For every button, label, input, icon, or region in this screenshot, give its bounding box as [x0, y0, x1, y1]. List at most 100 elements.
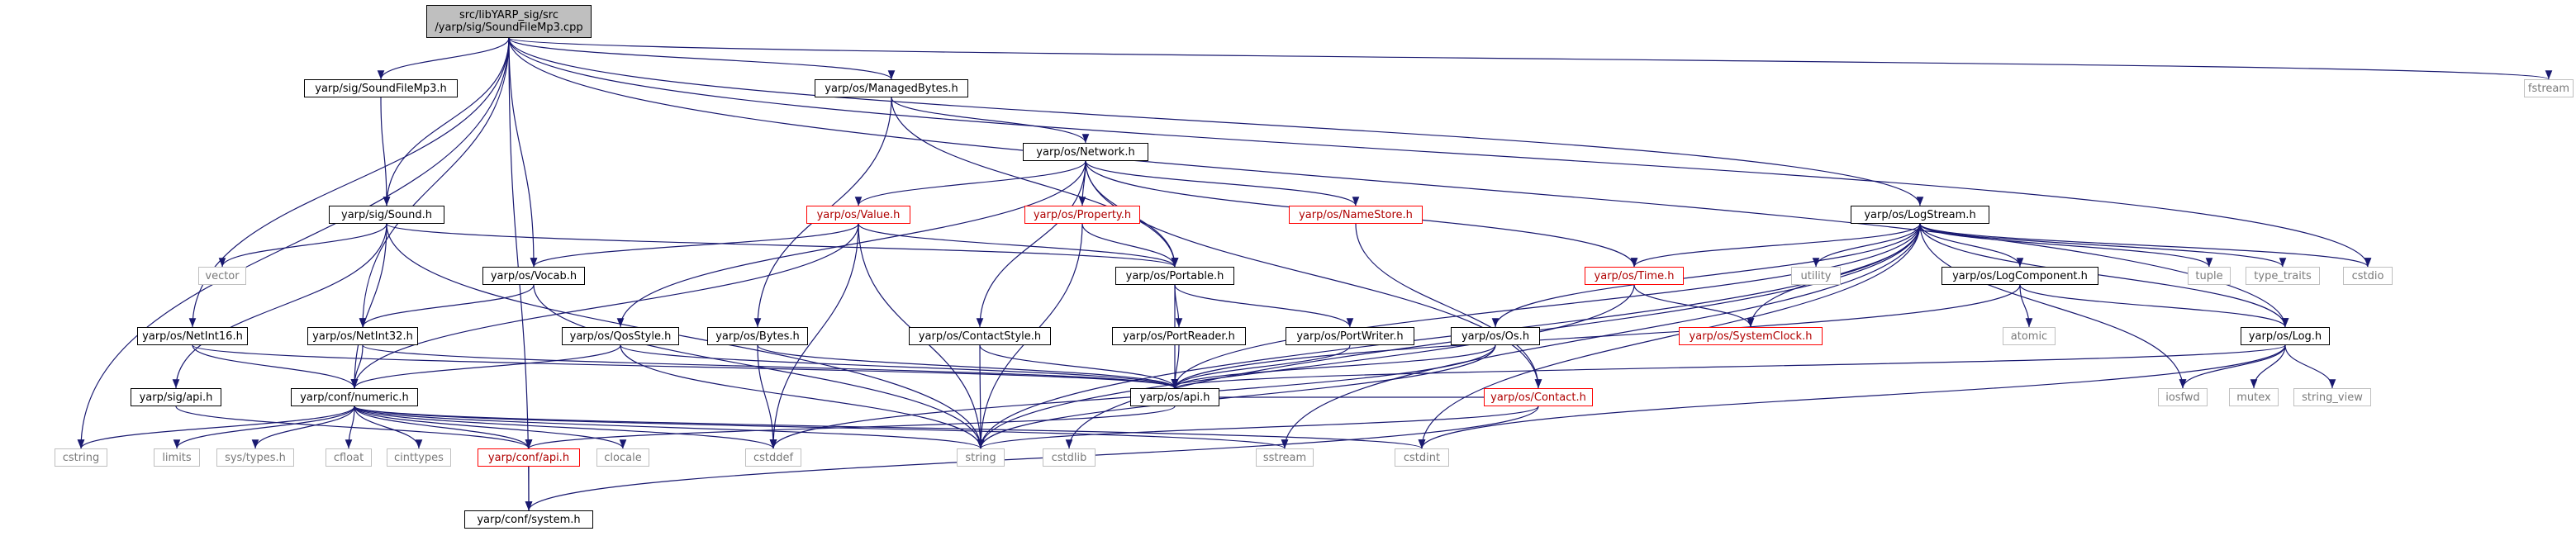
node-os-qosstyle-h[interactable]: yarp/os/QosStyle.h — [562, 327, 679, 345]
node-os-property-h[interactable]: yarp/os/Property.h — [1024, 206, 1140, 224]
edge-conf_numeric_h-to-string — [354, 406, 984, 449]
node-clocale: clocale — [596, 448, 649, 467]
root-file-line1: src/libYARP_sig/src — [459, 9, 559, 21]
edge-os_ManagedBytes_h-to-os_Portable_h — [891, 97, 1179, 268]
edge-os_Network_h-to-os_NameStore_h — [1085, 160, 1360, 206]
node-sig-sound-h[interactable]: yarp/sig/Sound.h — [329, 206, 444, 224]
edge-os_ContactStyle_h-to-os_api_h — [979, 344, 1179, 389]
node-os-systemclock-h[interactable]: yarp/os/SystemClock.h — [1679, 327, 1823, 345]
node-sstream: sstream — [1256, 448, 1314, 467]
node-os-portreader-h[interactable]: yarp/os/PortReader.h — [1112, 327, 1246, 345]
node-os-portwriter-h[interactable]: yarp/os/PortWriter.h — [1286, 327, 1414, 345]
node-os-netint32-h[interactable]: yarp/os/NetInt32.h — [307, 327, 418, 345]
edge-os_Network_h-to-os_QosStyle_h — [616, 160, 1086, 328]
edge-root-to-os_ManagedBytes_h — [508, 37, 896, 80]
edge-os_Property_h-to-os_Portable_h — [1081, 223, 1179, 268]
node-conf-numeric-h[interactable]: yarp/conf/numeric.h — [291, 388, 418, 406]
edge-os_Log_h-to-os_api_h — [1172, 344, 2286, 389]
node-fstream: fstream — [2524, 79, 2574, 97]
edge-conf_numeric_h-to-cstring — [77, 406, 355, 449]
edge-os_LogStream_h-to-os_Time_h — [1630, 223, 1921, 268]
edge-root-to-sig_Sound_h — [383, 37, 510, 206]
edge-os_LogComponent_h-to-os_Log_h — [2019, 284, 2289, 328]
edge-os_Time_h-to-string — [977, 284, 1635, 449]
node-sig-soundfilemp3-h[interactable]: yarp/sig/SoundFileMp3.h — [304, 79, 458, 97]
node-cinttypes: cinttypes — [387, 448, 451, 467]
edge-root-to-os_Vocab_h — [508, 37, 538, 268]
node-os-managedbytes-h[interactable]: yarp/os/ManagedBytes.h — [815, 79, 968, 97]
node-os-network-h[interactable]: yarp/os/Network.h — [1023, 143, 1148, 161]
node-vector: vector — [198, 267, 246, 285]
edge-os_Os_h-to-os_api_h — [1171, 344, 1496, 389]
node-sig-api-h[interactable]: yarp/sig/api.h — [131, 388, 221, 406]
edge-os_Contact_h-to-conf_system_h — [525, 406, 1539, 511]
edge-os_LogStream_h-to-cstdint — [1418, 223, 1921, 449]
edge-sig_Sound_h-to-os_Portable_h — [386, 223, 1178, 268]
node-os-api-h[interactable]: yarp/os/api.h — [1130, 388, 1219, 406]
node-os-os-h[interactable]: yarp/os/Os.h — [1451, 327, 1540, 345]
edge-root-to-cstdio — [508, 37, 2372, 268]
edge-root-to-fstream — [508, 37, 2552, 80]
edge-os_Log_h-to-iosfwd — [2179, 344, 2286, 389]
node-sys-types-h: sys/types.h — [216, 448, 294, 467]
node-os-value-h[interactable]: yarp/os/Value.h — [806, 206, 910, 224]
edge-conf_numeric_h-to-clocale — [354, 406, 627, 449]
node-string: string — [957, 448, 1005, 467]
edge-os_Log_h-to-mutex — [2250, 344, 2286, 389]
edge-os_Portable_h-to-os_PortWriter_h — [1174, 284, 1354, 328]
edge-conf_numeric_h-to-cinttypes — [354, 406, 423, 449]
edge-conf_numeric_h-to-cfloat — [345, 406, 355, 449]
edge-os_Network_h-to-os_ContactStyle_h — [976, 160, 1086, 328]
node-utility: utility — [1791, 267, 1841, 285]
edge-root-to-sig_SoundFileMp3_h — [377, 37, 510, 80]
edge-os_LogStream_h-to-os_Log_h — [1919, 223, 2289, 328]
edge-conf_numeric_h-to-cstddef — [354, 406, 777, 449]
edge-os_Time_h-to-os_SystemClock_h — [1633, 284, 1755, 328]
node-conf-api-h[interactable]: yarp/conf/api.h — [478, 448, 580, 467]
node-cstddef: cstddef — [745, 448, 801, 467]
edge-os_NetInt16_h-to-os_api_h — [192, 344, 1178, 389]
edge-conf_numeric_h-to-conf_api_h — [354, 406, 533, 449]
node-os-vocab-h[interactable]: yarp/os/Vocab.h — [482, 267, 585, 285]
edge-os_Bytes_h-to-cstddef — [757, 344, 777, 449]
edge-os_LogComponent_h-to-os_api_h — [1171, 284, 2021, 389]
edge-root-to-os_NetInt32_h — [359, 37, 510, 328]
edge-os_QosStyle_h-to-conf_numeric_h — [350, 344, 621, 389]
edge-os_LogStream_h-to-cstdio — [1919, 223, 2372, 268]
edges-layer — [77, 37, 2552, 511]
edge-os_Value_h-to-os_Vocab_h — [530, 223, 859, 268]
edge-os_LogStream_h-to-type_traits — [1919, 223, 2287, 268]
node-cstdio: cstdio — [2343, 267, 2393, 285]
node-os-contactstyle-h[interactable]: yarp/os/ContactStyle.h — [909, 327, 1051, 345]
edge-conf_numeric_h-to-cstdint — [354, 406, 1425, 449]
node-os-netint16-h[interactable]: yarp/os/NetInt16.h — [137, 327, 248, 345]
node-os-time-h[interactable]: yarp/os/Time.h — [1585, 267, 1684, 285]
edge-os_Portable_h-to-os_PortReader_h — [1174, 284, 1183, 328]
node-cfloat: cfloat — [326, 448, 372, 467]
edge-os_QosStyle_h-to-string — [620, 344, 985, 449]
node-conf-system-h[interactable]: yarp/conf/system.h — [464, 510, 593, 529]
node-os-namestore-h[interactable]: yarp/os/NameStore.h — [1289, 206, 1423, 224]
edge-sig_api_h-to-conf_api_h — [175, 406, 533, 449]
edge-os_LogStream_h-to-os_LogComponent_h — [1919, 223, 2024, 268]
edge-os_PortWriter_h-to-os_api_h — [1171, 344, 1351, 389]
node-os-logcomponent-h[interactable]: yarp/os/LogComponent.h — [1942, 267, 2098, 285]
edge-os_QosStyle_h-to-os_api_h — [620, 344, 1179, 389]
node-os-portable-h[interactable]: yarp/os/Portable.h — [1115, 267, 1234, 285]
edge-os_Vocab_h-to-os_NetInt32_h — [359, 284, 535, 328]
edge-conf_numeric_h-to-limits — [173, 406, 355, 449]
node-atomic: atomic — [2003, 327, 2056, 345]
node-os-logstream-h[interactable]: yarp/os/LogStream.h — [1851, 206, 1989, 224]
edge-os_ManagedBytes_h-to-os_Network_h — [891, 97, 1090, 144]
edge-os_LogComponent_h-to-atomic — [2019, 284, 2033, 328]
edge-conf_numeric_h-to-sstream — [354, 406, 1288, 449]
node-limits: limits — [154, 448, 200, 467]
node-os-bytes-h[interactable]: yarp/os/Bytes.h — [707, 327, 808, 345]
node-os-log-h[interactable]: yarp/os/Log.h — [2241, 327, 2330, 345]
node-os-contact-h[interactable]: yarp/os/Contact.h — [1484, 388, 1593, 406]
edge-root-to-os_LogStream_h — [508, 37, 1924, 206]
edge-os_NetInt16_h-to-conf_numeric_h — [192, 344, 359, 389]
edge-root-to-os_Log_h — [508, 37, 2289, 328]
node-cstdint: cstdint — [1395, 448, 1449, 467]
node-tuple: tuple — [2188, 267, 2231, 285]
